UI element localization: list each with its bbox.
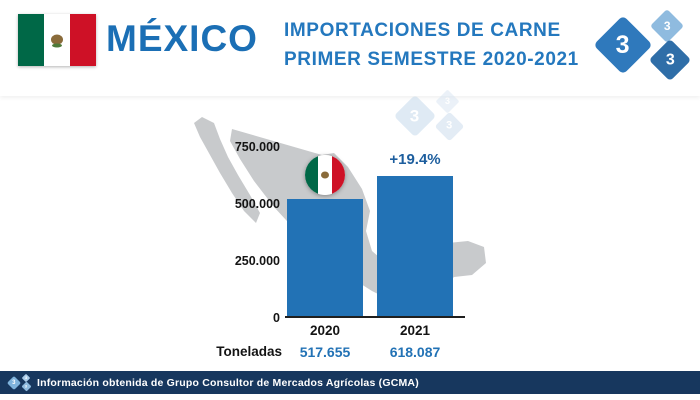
badge-white-stripe xyxy=(318,155,332,195)
y-tick-750000: 750.000 xyxy=(234,140,280,154)
x-label-2020: 2020 xyxy=(309,323,341,338)
badge-green-stripe xyxy=(305,155,319,195)
watermark-logo-icon: 3 3 3 xyxy=(393,89,468,142)
y-tick-500000: 500.000 xyxy=(234,197,280,211)
logo-diamond-large: 3 xyxy=(593,15,653,75)
y-tick-0: 0 xyxy=(273,311,280,325)
source-attribution: Información obtenida de Grupo Consultor … xyxy=(37,377,419,389)
mexico-flag-badge-icon xyxy=(305,155,345,195)
flag-green-stripe xyxy=(18,14,44,66)
bar-2020 xyxy=(287,155,363,316)
x-label-2021: 2021 xyxy=(399,323,431,338)
watermark-diamond-large: 3 xyxy=(393,94,437,138)
logo-diamond-small: 3 xyxy=(650,9,684,43)
country-title: MÉXICO xyxy=(106,18,258,59)
value-2020: 517.655 xyxy=(299,344,351,360)
mexico-flag-icon xyxy=(18,14,96,66)
flag-white-stripe xyxy=(44,14,70,66)
flag-eagle-emblem-icon xyxy=(51,34,63,48)
badge-emblem-icon xyxy=(320,171,329,179)
footer-logo-icon: 3 3 3 xyxy=(6,373,34,392)
growth-annotation: +19.4% xyxy=(389,151,441,168)
footer-diamond-large: 3 xyxy=(6,375,22,391)
unit-label: Toneladas xyxy=(216,344,282,359)
bar-chart-plot: +19.4% xyxy=(285,148,465,318)
chart-title-line1: IMPORTACIONES DE CARNE xyxy=(284,20,561,41)
chart-title-line2: PRIMER SEMESTRE 2020-2021 xyxy=(284,48,579,70)
badge-red-stripe xyxy=(331,155,345,195)
flag-red-stripe xyxy=(70,14,96,66)
value-2021: 618.087 xyxy=(389,344,441,360)
bar-2021: +19.4% xyxy=(377,151,453,316)
y-tick-250000: 250.000 xyxy=(234,254,280,268)
y-axis: 750.000 500.000 250.000 0 xyxy=(206,140,280,325)
footer-diamond-medium: 3 xyxy=(21,381,32,392)
brand-logo-333-icon: 3 3 3 xyxy=(593,9,692,82)
footer-bar: 3 3 3 Información obtenida de Grupo Cons… xyxy=(0,371,700,394)
watermark-diamond-medium: 3 xyxy=(434,111,465,142)
logo-diamond-medium: 3 xyxy=(648,38,692,82)
watermark-diamond-small: 3 xyxy=(435,89,460,114)
header: MÉXICO IMPORTACIONES DE CARNE PRIMER SEM… xyxy=(0,0,700,96)
chart-title: IMPORTACIONES DE CARNE PRIMER SEMESTRE 2… xyxy=(284,17,579,74)
